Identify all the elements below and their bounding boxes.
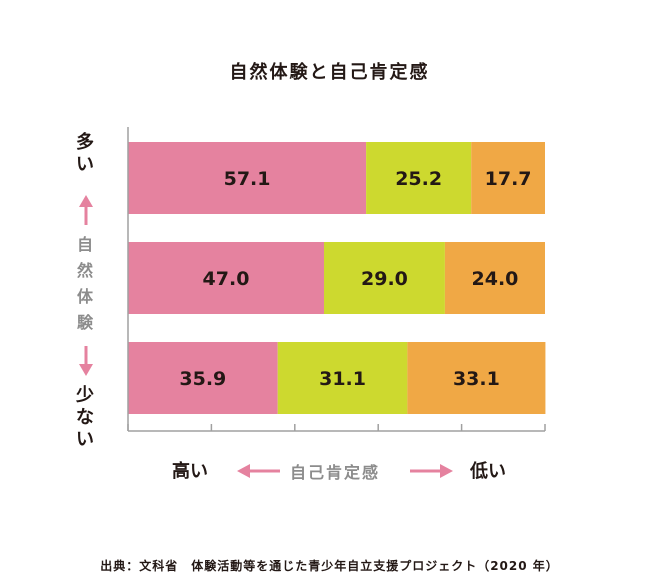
bar-data-label: 33.1 [453, 368, 500, 390]
bar-segment [128, 342, 278, 414]
y-mid-label: 自然体験 [76, 235, 93, 332]
bar-data-label: 31.1 [319, 368, 366, 390]
bar-segment [471, 142, 545, 214]
bar-data-label: 29.0 [361, 268, 408, 290]
bar-data-label: 35.9 [179, 368, 226, 390]
bar-data-label: 24.0 [472, 268, 519, 290]
bar-data-label: 17.7 [485, 168, 532, 190]
up-arrow-icon [79, 195, 93, 225]
x-right-label: 低い [470, 461, 506, 482]
bar-segment [444, 242, 545, 314]
bar-segment [128, 142, 367, 214]
bar-segment [277, 342, 408, 414]
x-mid-label: 自己肯定感 [290, 463, 381, 482]
bar-segment [128, 242, 324, 314]
bar-data-label: 57.1 [224, 168, 271, 190]
bar-segment [407, 342, 546, 414]
bar-segment [366, 142, 472, 214]
source-note: 出典：文科省 体験活動等を通じた青少年自立支援プロジェクト（2020 年） [100, 559, 559, 573]
down-arrow-icon [79, 346, 93, 376]
right-arrow-icon [410, 464, 453, 478]
bar-data-label: 25.2 [395, 168, 442, 190]
y-top-label: 多い [76, 132, 94, 175]
x-left-label: 高い [172, 461, 208, 482]
left-arrow-icon [237, 464, 280, 478]
chart-title: 自然体験と自己肯定感 [229, 62, 430, 83]
bar-data-label: 47.0 [203, 268, 250, 290]
y-bottom-label: 少ない [76, 385, 94, 450]
bar-segment [323, 242, 445, 314]
